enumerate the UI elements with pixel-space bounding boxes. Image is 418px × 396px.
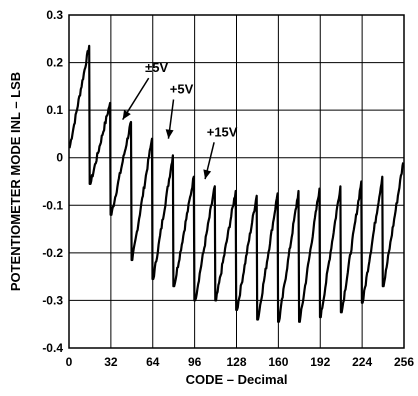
inl-curve: [68, 44, 405, 323]
x-tick-label: 64: [146, 355, 160, 369]
annotation-label: +15V: [207, 124, 238, 139]
x-tick-label: 160: [268, 355, 288, 369]
y-axis-label: POTENTIOMETER MODE INL – LSB: [8, 72, 23, 291]
annotation-arrowhead: [122, 109, 131, 120]
annotation-label: +5V: [170, 81, 194, 96]
inl-series: [68, 44, 405, 323]
annotation-arrowhead: [165, 129, 174, 139]
x-tick-labels: 0 32 64 96 128 160 192 224 256: [66, 355, 415, 369]
x-tick-label: 32: [104, 355, 118, 369]
y-tick-labels: 0.3 0.2 0.1 0 -0.1 -0.2 -0.3 -0.4: [42, 8, 63, 355]
annotation-arrowhead: [203, 169, 212, 180]
y-tick-label: -0.4: [42, 341, 63, 355]
y-tick-label: -0.1: [42, 198, 63, 212]
y-tick-label: -0.2: [42, 246, 63, 260]
annotations: ±5V+5V +15V: [122, 60, 238, 180]
x-tick-label: 192: [310, 355, 330, 369]
x-tick-label: 128: [226, 355, 246, 369]
y-tick-label: 0.1: [46, 103, 63, 117]
y-tick-label: -0.3: [42, 293, 63, 307]
y-tick-label: 0.3: [46, 8, 63, 22]
plot-frame: [68, 14, 405, 349]
x-tick-label: 256: [394, 355, 414, 369]
y-tick-label: 0.2: [46, 56, 63, 70]
x-axis-label: CODE – Decimal: [186, 372, 288, 387]
x-tick-label: 224: [352, 355, 372, 369]
annotation-label: ±5V: [145, 60, 168, 75]
x-tick-label: 96: [188, 355, 202, 369]
x-tick-label: 0: [66, 355, 73, 369]
y-tick-label: 0: [56, 151, 63, 165]
